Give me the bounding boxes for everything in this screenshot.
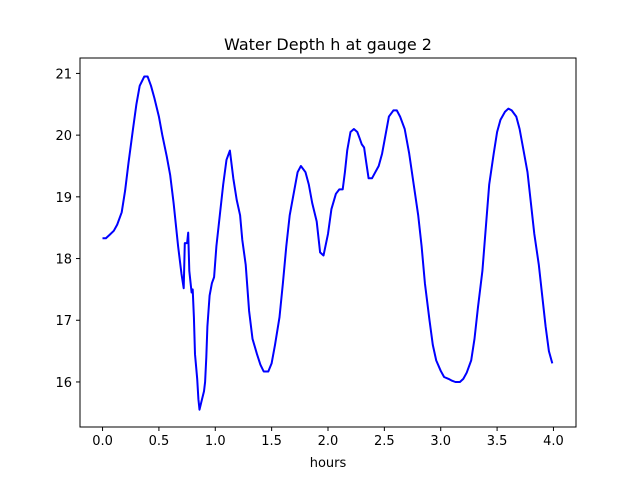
y-tick-label: 18 xyxy=(55,253,72,268)
x-axis-ticks: 0.0 0.5 1.0 1.5 2.0 2.5 3.0 3.5 4.0 xyxy=(92,427,564,449)
y-tick-label: 20 xyxy=(55,129,72,144)
x-tick-label: 1.5 xyxy=(261,434,282,449)
y-tick-label: 17 xyxy=(55,314,72,329)
chart-marks xyxy=(102,75,554,411)
x-axis-label: hours xyxy=(310,456,347,471)
x-tick-label: 0.5 xyxy=(149,434,170,449)
x-tick-label: 2.5 xyxy=(374,434,395,449)
plot-background xyxy=(80,58,576,427)
series-line-0 xyxy=(102,75,554,411)
y-tick-label: 21 xyxy=(55,67,72,82)
y-axis-ticks: 16 17 18 19 20 21 xyxy=(55,67,80,391)
x-tick-label: 3.0 xyxy=(430,434,451,449)
y-tick-label: 16 xyxy=(55,376,72,391)
chart-title: Water Depth h at gauge 2 xyxy=(224,35,432,54)
x-tick-label: 1.0 xyxy=(205,434,226,449)
y-tick-label: 19 xyxy=(55,191,72,206)
x-tick-label: 3.5 xyxy=(487,434,508,449)
x-tick-label: 0.0 xyxy=(92,434,113,449)
x-tick-label: 4.0 xyxy=(543,434,564,449)
x-tick-label: 2.0 xyxy=(318,434,339,449)
